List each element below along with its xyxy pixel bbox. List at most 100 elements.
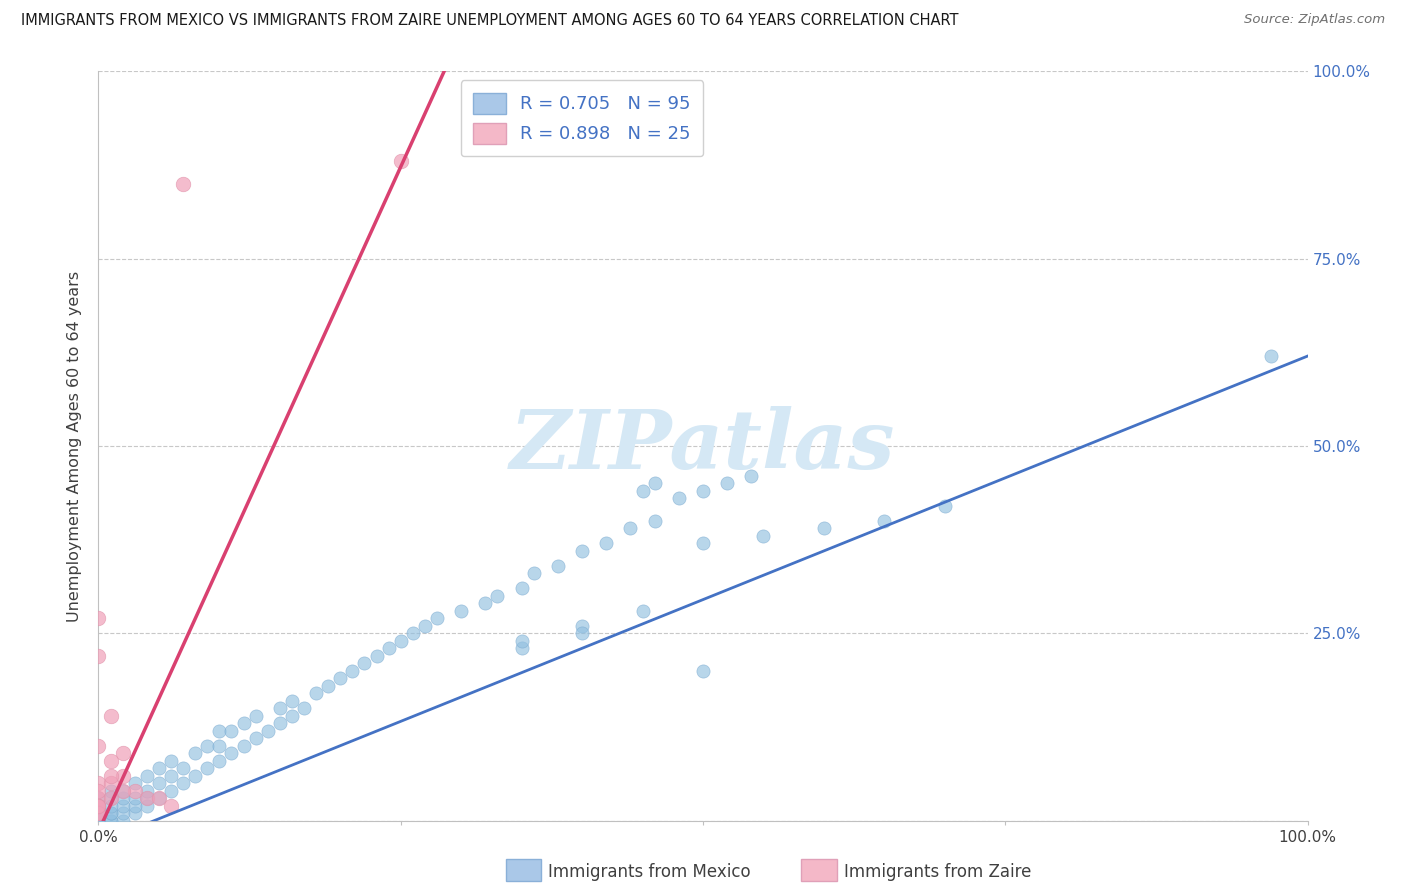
Point: [245, 731, 267, 746]
Point: [87, 739, 110, 753]
Point: [281, 708, 304, 723]
Point: [87, 814, 110, 828]
Point: [87, 814, 110, 828]
Point: [87, 806, 110, 821]
Point: [510, 641, 533, 656]
Point: [752, 529, 775, 543]
Point: [87, 798, 110, 813]
Point: [87, 814, 110, 828]
Point: [87, 806, 110, 821]
Point: [232, 716, 254, 731]
Point: [111, 783, 134, 797]
Point: [523, 566, 546, 581]
Y-axis label: Unemployment Among Ages 60 to 64 years: Unemployment Among Ages 60 to 64 years: [67, 270, 83, 622]
Point: [208, 754, 231, 768]
Point: [813, 521, 835, 535]
Point: [111, 806, 134, 821]
Point: [111, 791, 134, 805]
Point: [111, 746, 134, 760]
Point: [269, 701, 291, 715]
Point: [87, 806, 110, 821]
Point: [631, 483, 654, 498]
Point: [100, 708, 122, 723]
Point: [571, 626, 593, 640]
Point: [221, 746, 243, 760]
Point: [1260, 349, 1282, 363]
Point: [160, 783, 183, 797]
Point: [87, 648, 110, 663]
Point: [631, 604, 654, 618]
Point: [100, 806, 122, 821]
Point: [595, 536, 617, 550]
Point: [87, 798, 110, 813]
Point: [329, 671, 352, 685]
Text: Immigrants from Mexico: Immigrants from Mexico: [548, 863, 751, 881]
Point: [87, 798, 110, 813]
Text: Immigrants from Zaire: Immigrants from Zaire: [844, 863, 1031, 881]
Point: [547, 558, 569, 573]
Point: [450, 604, 472, 618]
Point: [221, 723, 243, 738]
Point: [413, 619, 436, 633]
Point: [172, 177, 194, 191]
Point: [486, 589, 509, 603]
Point: [402, 626, 425, 640]
Point: [510, 582, 533, 596]
Point: [184, 769, 207, 783]
Point: [135, 791, 157, 805]
Point: [389, 633, 412, 648]
Point: [135, 783, 157, 797]
Point: [232, 739, 254, 753]
Point: [195, 739, 218, 753]
Legend: R = 0.705   N = 95, R = 0.898   N = 25: R = 0.705 N = 95, R = 0.898 N = 25: [461, 80, 703, 156]
Point: [292, 701, 315, 715]
Point: [100, 814, 122, 828]
Point: [87, 806, 110, 821]
Point: [668, 491, 690, 506]
Point: [692, 483, 714, 498]
Point: [644, 476, 666, 491]
Point: [316, 679, 339, 693]
Point: [135, 798, 157, 813]
Point: [208, 739, 231, 753]
Point: [87, 798, 110, 813]
Point: [148, 791, 170, 805]
Point: [692, 536, 714, 550]
Point: [389, 154, 412, 169]
Point: [111, 783, 134, 797]
Point: [619, 521, 641, 535]
Point: [571, 619, 593, 633]
Point: [100, 791, 122, 805]
Point: [184, 746, 207, 760]
Point: [160, 798, 183, 813]
Point: [87, 783, 110, 797]
Point: [644, 514, 666, 528]
Point: [353, 657, 375, 671]
Point: [245, 708, 267, 723]
Point: [256, 723, 278, 738]
Point: [571, 544, 593, 558]
Point: [377, 641, 399, 656]
Point: [124, 783, 146, 797]
Point: [111, 769, 134, 783]
Point: [269, 716, 291, 731]
Point: [716, 476, 738, 491]
Point: [124, 798, 146, 813]
Point: [740, 469, 762, 483]
Point: [426, 611, 449, 625]
Point: [148, 776, 170, 790]
Point: [100, 783, 122, 797]
Point: [111, 798, 134, 813]
Text: ZIPatlas: ZIPatlas: [510, 406, 896, 486]
Point: [87, 791, 110, 805]
Point: [148, 761, 170, 775]
Point: [100, 769, 122, 783]
Text: IMMIGRANTS FROM MEXICO VS IMMIGRANTS FROM ZAIRE UNEMPLOYMENT AMONG AGES 60 TO 64: IMMIGRANTS FROM MEXICO VS IMMIGRANTS FRO…: [21, 13, 959, 29]
Point: [124, 776, 146, 790]
Point: [281, 694, 304, 708]
Point: [172, 761, 194, 775]
Point: [510, 633, 533, 648]
Point: [873, 514, 896, 528]
Point: [87, 806, 110, 821]
Point: [160, 769, 183, 783]
